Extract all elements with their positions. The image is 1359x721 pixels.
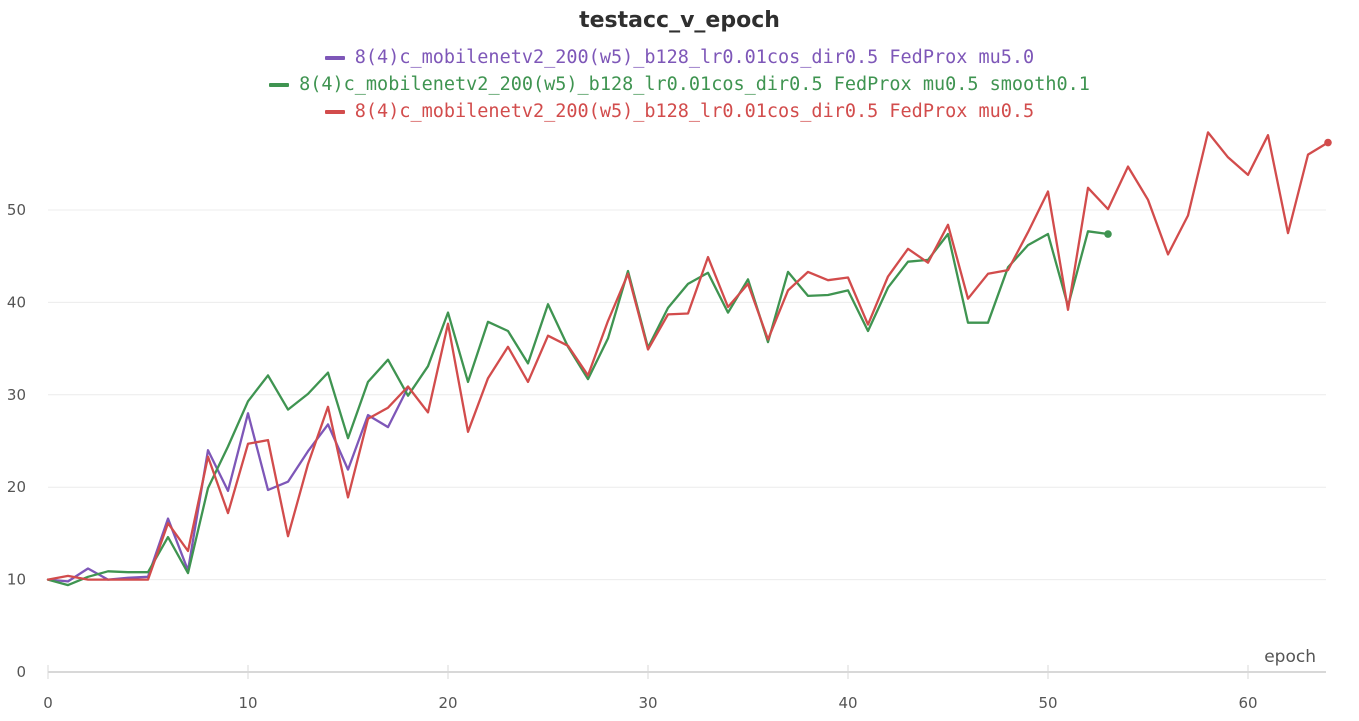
y-tick-label-50: 50 — [7, 201, 26, 219]
series-line-0 — [46, 386, 410, 583]
x-tick-label-10: 10 — [238, 694, 257, 712]
series-line-2 — [46, 131, 1330, 581]
legend: 8(4)c_mobilenetv2_200(w5)_b128_lr0.01cos… — [0, 44, 1359, 125]
series-line-1 — [46, 230, 1110, 587]
x-tick-label-50: 50 — [1038, 694, 1057, 712]
legend-label-mu5: 8(4)c_mobilenetv2_200(w5)_b128_lr0.01cos… — [354, 47, 1035, 68]
x-tick-label-60: 60 — [1238, 694, 1257, 712]
legend-swatch-mu5 — [324, 55, 345, 60]
y-tick-label-10: 10 — [7, 571, 26, 589]
x-tick-label-0: 0 — [43, 694, 53, 712]
legend-label-mu05-smooth: 8(4)c_mobilenetv2_200(w5)_b128_lr0.01cos… — [299, 74, 1090, 95]
y-tick-label-0: 0 — [16, 663, 26, 681]
chart-title: testacc_v_epoch — [579, 8, 780, 33]
legend-swatch-mu05 — [324, 109, 345, 114]
legend-item-mu5[interactable]: 8(4)c_mobilenetv2_200(w5)_b128_lr0.01cos… — [0, 44, 1359, 71]
series-group — [46, 131, 1332, 587]
x-axis-title: epoch — [1264, 647, 1316, 667]
y-tick-label-30: 30 — [7, 386, 26, 404]
x-axis: 0 10 20 30 40 50 60 — [43, 665, 1326, 712]
series-end-marker-2 — [1324, 138, 1332, 147]
series-end-marker-1 — [1104, 230, 1112, 238]
legend-item-mu05-smooth[interactable]: 8(4)c_mobilenetv2_200(w5)_b128_lr0.01cos… — [0, 71, 1359, 98]
y-tick-label-40: 40 — [7, 293, 26, 311]
y-axis: 0 10 20 30 40 50 — [7, 201, 26, 681]
legend-label-mu05: 8(4)c_mobilenetv2_200(w5)_b128_lr0.01cos… — [354, 101, 1035, 122]
legend-item-mu05[interactable]: 8(4)c_mobilenetv2_200(w5)_b128_lr0.01cos… — [0, 98, 1359, 125]
legend-swatch-mu05-smooth — [269, 82, 290, 87]
grid — [48, 209, 1326, 581]
y-tick-label-20: 20 — [7, 478, 26, 496]
x-tick-label-20: 20 — [438, 694, 457, 712]
x-tick-label-40: 40 — [838, 694, 857, 712]
x-tick-label-30: 30 — [638, 694, 657, 712]
